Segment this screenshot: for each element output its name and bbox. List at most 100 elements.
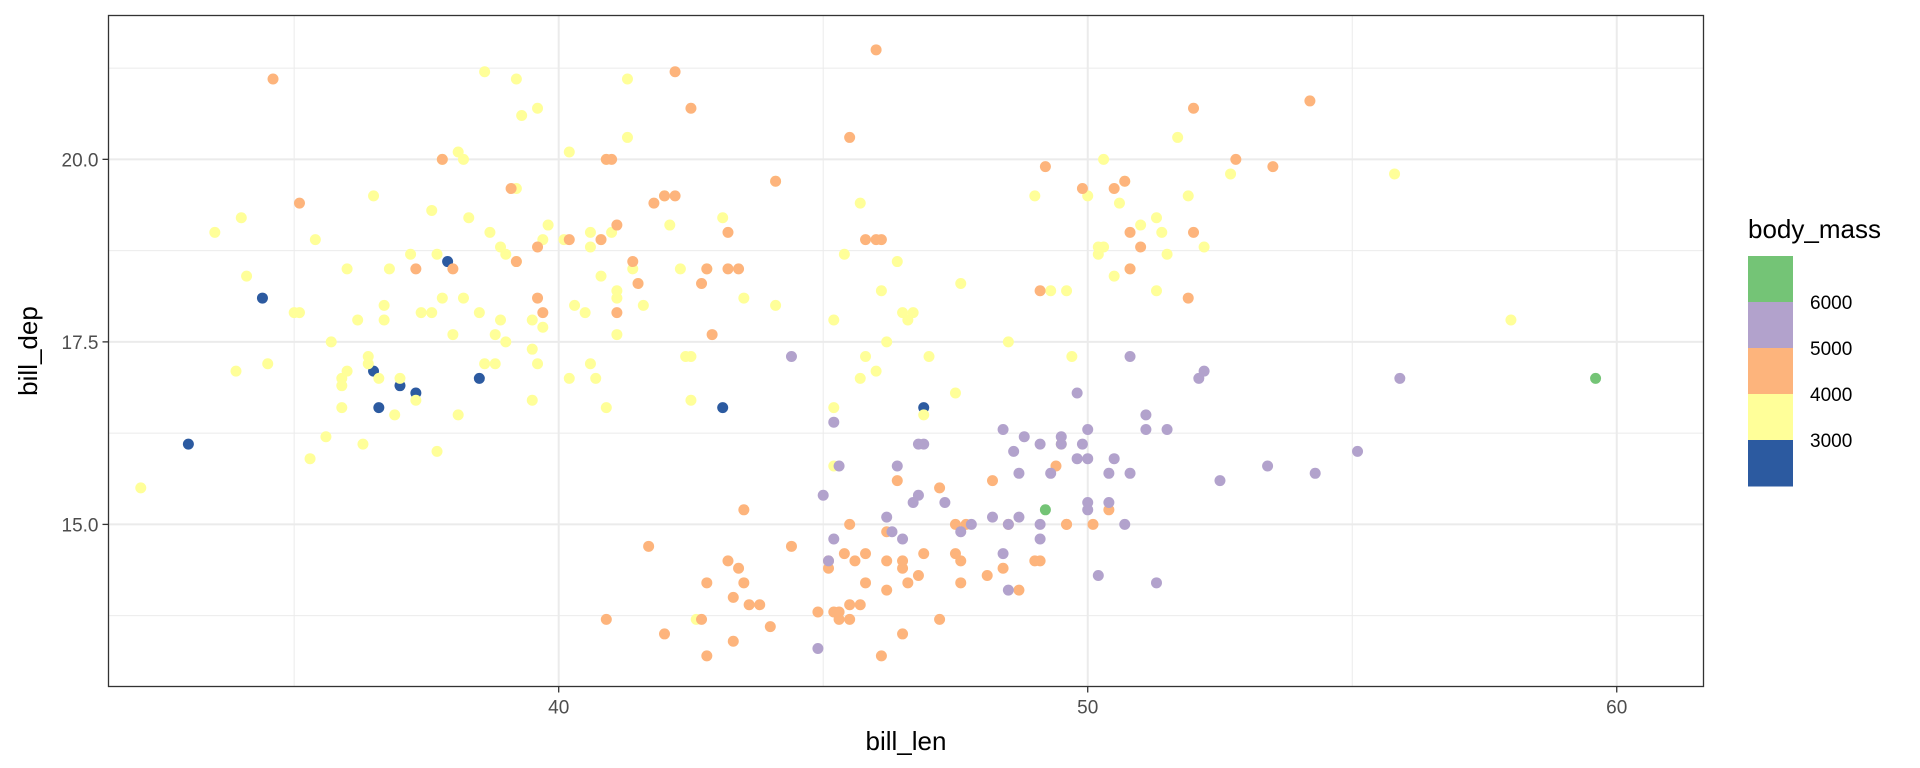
legend-swatch bbox=[1748, 348, 1793, 395]
data-point bbox=[854, 599, 866, 611]
data-point bbox=[1262, 460, 1274, 472]
data-point bbox=[537, 307, 549, 319]
data-point bbox=[828, 416, 840, 428]
data-point bbox=[764, 621, 776, 633]
data-point bbox=[336, 380, 348, 392]
data-point bbox=[410, 263, 422, 275]
data-point bbox=[632, 277, 644, 289]
data-point bbox=[912, 570, 924, 582]
data-point bbox=[997, 548, 1009, 560]
plot-border bbox=[107, 14, 1705, 688]
data-point bbox=[394, 372, 406, 384]
data-point bbox=[986, 511, 998, 523]
data-point bbox=[844, 131, 856, 143]
data-point bbox=[912, 489, 924, 501]
data-point bbox=[584, 241, 596, 253]
data-point bbox=[696, 277, 708, 289]
data-point bbox=[627, 256, 639, 268]
data-point bbox=[1082, 453, 1094, 465]
data-point bbox=[1156, 226, 1168, 238]
data-point bbox=[664, 219, 676, 231]
data-point bbox=[1034, 438, 1046, 450]
data-point bbox=[770, 175, 782, 187]
data-point bbox=[965, 518, 977, 530]
data-point bbox=[854, 197, 866, 209]
data-point bbox=[341, 365, 353, 377]
data-point bbox=[532, 292, 544, 304]
data-point bbox=[479, 66, 491, 78]
data-point bbox=[1013, 467, 1025, 479]
data-point bbox=[1304, 95, 1316, 107]
data-point bbox=[844, 613, 856, 625]
data-point bbox=[1098, 153, 1110, 165]
data-point bbox=[812, 606, 824, 618]
data-point bbox=[479, 358, 491, 370]
data-point bbox=[500, 336, 512, 348]
y-axis-title: bill_dep bbox=[13, 306, 43, 396]
data-point bbox=[293, 197, 305, 209]
data-point bbox=[1182, 190, 1194, 202]
x-axis-title: bill_len bbox=[866, 726, 947, 756]
data-point bbox=[1002, 518, 1014, 530]
data-point bbox=[934, 482, 946, 494]
data-point bbox=[897, 533, 909, 545]
data-point bbox=[235, 212, 247, 224]
data-point bbox=[833, 613, 845, 625]
x-tick-label: 60 bbox=[1606, 698, 1627, 719]
data-point bbox=[1113, 197, 1125, 209]
data-point bbox=[733, 263, 745, 275]
data-point bbox=[505, 183, 517, 195]
data-point bbox=[701, 263, 713, 275]
data-point bbox=[341, 263, 353, 275]
data-point bbox=[891, 475, 903, 487]
data-point bbox=[1590, 372, 1602, 384]
legend-colorbar bbox=[1748, 256, 1793, 487]
data-point bbox=[1071, 387, 1083, 399]
x-axis-ticks: 40 50 60 bbox=[548, 686, 1627, 719]
data-point bbox=[362, 350, 374, 362]
data-point bbox=[262, 358, 274, 370]
data-point bbox=[1150, 577, 1162, 589]
data-point bbox=[267, 73, 279, 85]
data-point bbox=[405, 248, 417, 260]
data-point bbox=[389, 409, 401, 421]
data-point bbox=[1135, 219, 1147, 231]
data-point bbox=[986, 475, 998, 487]
data-point bbox=[1108, 453, 1120, 465]
legend-swatch bbox=[1748, 394, 1793, 441]
data-point bbox=[600, 153, 612, 165]
data-point bbox=[436, 292, 448, 304]
y-tick-label: 15.0 bbox=[62, 515, 99, 536]
data-point bbox=[1034, 285, 1046, 297]
data-point bbox=[526, 394, 538, 406]
data-point bbox=[293, 307, 305, 319]
data-point bbox=[600, 402, 612, 414]
data-point bbox=[907, 307, 919, 319]
data-point bbox=[209, 226, 221, 238]
data-point bbox=[537, 321, 549, 333]
data-point bbox=[875, 285, 887, 297]
y-tick-label: 20.0 bbox=[62, 150, 99, 171]
data-point bbox=[532, 102, 544, 114]
data-point bbox=[838, 248, 850, 260]
data-point bbox=[457, 292, 469, 304]
data-point bbox=[526, 314, 538, 326]
data-point bbox=[621, 73, 633, 85]
data-point bbox=[1230, 153, 1242, 165]
data-point bbox=[1198, 241, 1210, 253]
data-point bbox=[860, 548, 872, 560]
data-point bbox=[674, 263, 686, 275]
legend-label: 6000 bbox=[1810, 293, 1852, 314]
data-point bbox=[1394, 372, 1406, 384]
legend-swatch bbox=[1748, 440, 1793, 487]
data-point bbox=[410, 394, 422, 406]
data-point bbox=[1013, 584, 1025, 596]
data-point bbox=[1108, 270, 1120, 282]
data-point bbox=[452, 409, 464, 421]
data-point bbox=[1135, 241, 1147, 253]
x-tick-label: 50 bbox=[1077, 698, 1098, 719]
data-point bbox=[532, 241, 544, 253]
data-point bbox=[1045, 285, 1057, 297]
data-point bbox=[500, 248, 512, 260]
